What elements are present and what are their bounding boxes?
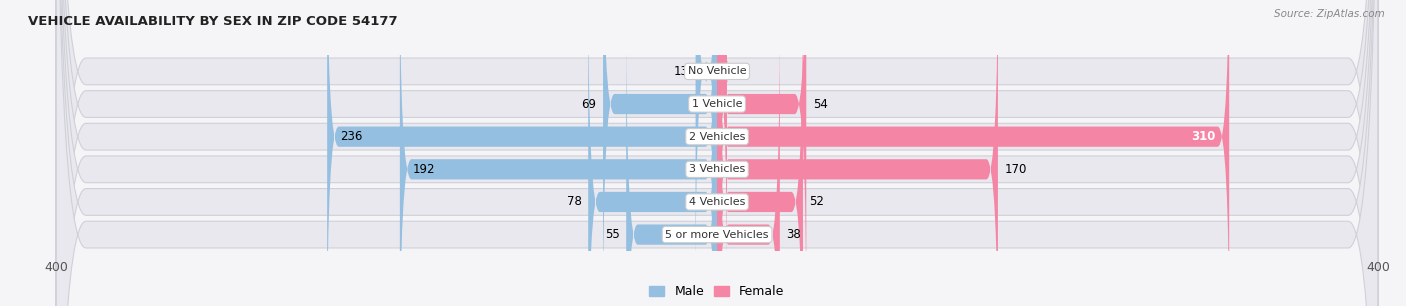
- FancyBboxPatch shape: [603, 0, 717, 306]
- Text: 2 Vehicles: 2 Vehicles: [689, 132, 745, 142]
- FancyBboxPatch shape: [716, 0, 728, 290]
- Legend: Male, Female: Male, Female: [644, 280, 790, 304]
- Text: No Vehicle: No Vehicle: [688, 66, 747, 76]
- FancyBboxPatch shape: [717, 0, 803, 306]
- FancyBboxPatch shape: [328, 0, 717, 306]
- Text: 6: 6: [734, 65, 741, 78]
- FancyBboxPatch shape: [56, 0, 1378, 306]
- Text: 55: 55: [605, 228, 620, 241]
- FancyBboxPatch shape: [626, 16, 717, 306]
- FancyBboxPatch shape: [56, 0, 1378, 306]
- FancyBboxPatch shape: [717, 0, 998, 306]
- FancyBboxPatch shape: [399, 0, 717, 306]
- Text: 170: 170: [1004, 163, 1026, 176]
- FancyBboxPatch shape: [56, 0, 1378, 306]
- Text: 5 or more Vehicles: 5 or more Vehicles: [665, 230, 769, 240]
- Text: 52: 52: [810, 196, 824, 208]
- Text: 1 Vehicle: 1 Vehicle: [692, 99, 742, 109]
- Text: 38: 38: [786, 228, 801, 241]
- Text: 54: 54: [813, 98, 828, 110]
- FancyBboxPatch shape: [56, 0, 1378, 306]
- Text: 78: 78: [567, 196, 582, 208]
- Text: 192: 192: [413, 163, 436, 176]
- Text: 69: 69: [582, 98, 596, 110]
- Text: 3 Vehicles: 3 Vehicles: [689, 164, 745, 174]
- FancyBboxPatch shape: [717, 0, 1229, 306]
- FancyBboxPatch shape: [56, 0, 1378, 306]
- Text: 310: 310: [1192, 130, 1216, 143]
- FancyBboxPatch shape: [588, 0, 717, 306]
- FancyBboxPatch shape: [56, 0, 1378, 306]
- Text: 4 Vehicles: 4 Vehicles: [689, 197, 745, 207]
- FancyBboxPatch shape: [696, 0, 717, 290]
- FancyBboxPatch shape: [717, 0, 806, 306]
- Text: Source: ZipAtlas.com: Source: ZipAtlas.com: [1274, 9, 1385, 19]
- Text: 236: 236: [340, 130, 363, 143]
- Text: VEHICLE AVAILABILITY BY SEX IN ZIP CODE 54177: VEHICLE AVAILABILITY BY SEX IN ZIP CODE …: [28, 15, 398, 28]
- Text: 13: 13: [673, 65, 689, 78]
- FancyBboxPatch shape: [717, 16, 780, 306]
